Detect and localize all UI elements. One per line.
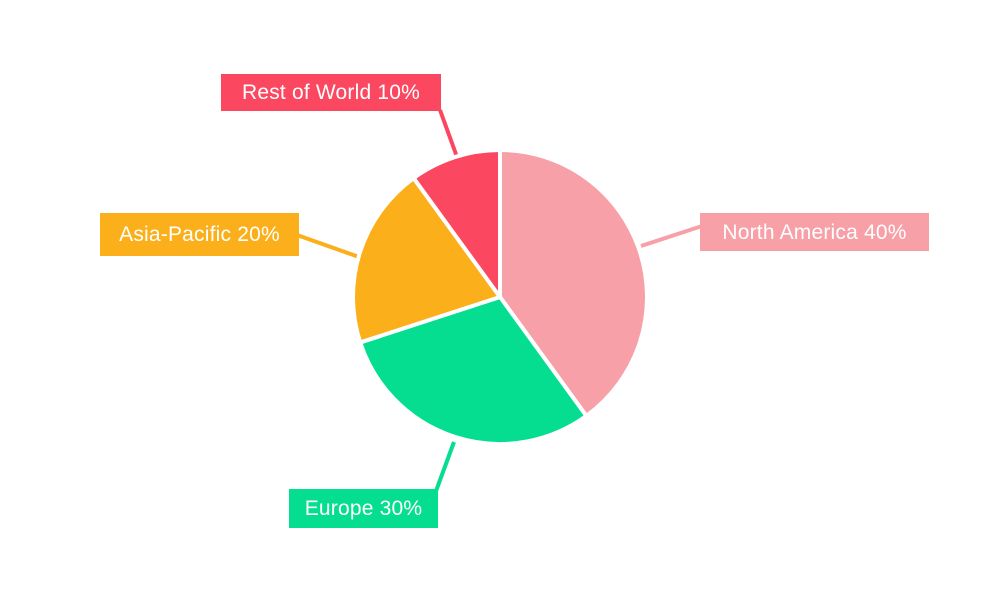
- leader-line-north-america: [640, 224, 703, 248]
- pie-slice-europe[interactable]: [358, 295, 589, 446]
- pie-slice-north-america[interactable]: [498, 148, 649, 418]
- leader-line-rest-of-world: [438, 109, 459, 158]
- pie-slice-rest-of-world[interactable]: [411, 148, 502, 299]
- pie-wedges: [351, 148, 649, 446]
- pie-slice-asia-pacific[interactable]: [351, 176, 502, 345]
- leader-line-asia-pacific: [296, 233, 360, 259]
- pie-label-rest-of-world[interactable]: Rest of World 10%: [221, 74, 441, 111]
- pie-label-asia-pacific[interactable]: Asia-Pacific 20%: [100, 213, 299, 256]
- leader-line-europe: [434, 441, 456, 492]
- pie-label-europe[interactable]: Europe 30%: [289, 489, 438, 528]
- pie-label-north-america[interactable]: North America 40%: [700, 213, 929, 251]
- leader-lines: [296, 109, 703, 492]
